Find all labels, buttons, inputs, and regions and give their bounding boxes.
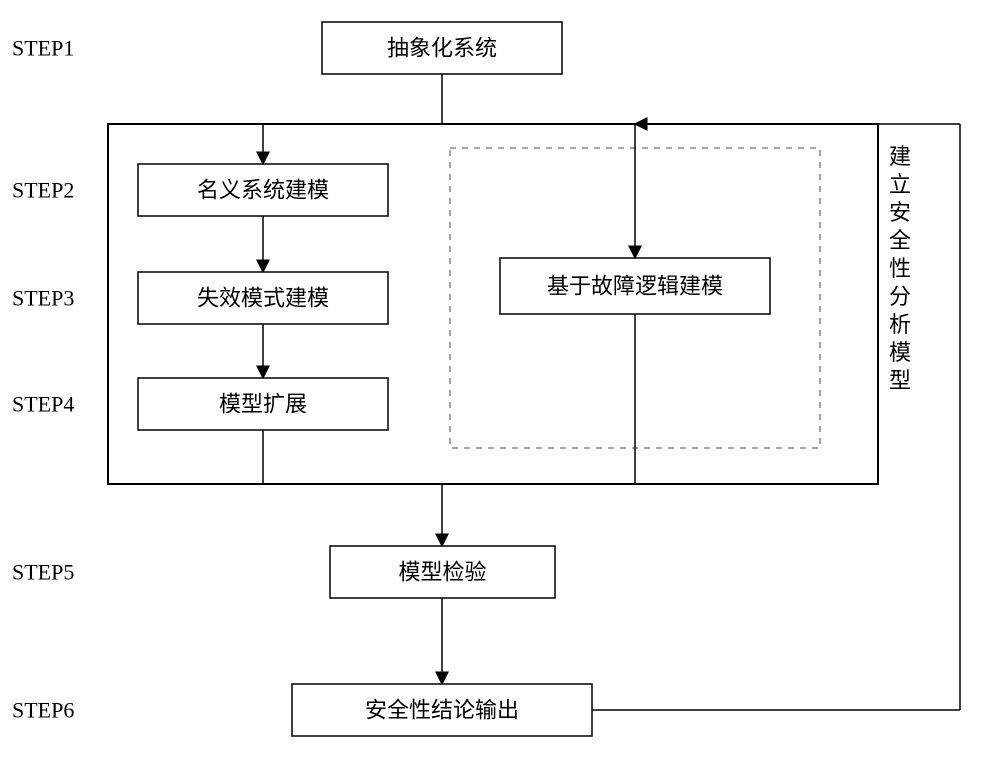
step-label-s6: STEP6 bbox=[12, 698, 74, 723]
vertical-label-char-1: 立 bbox=[889, 172, 911, 197]
node-label-n4: 模型扩展 bbox=[219, 392, 307, 417]
flowchart-diagram: 抽象化系统名义系统建模失效模式建模模型扩展 基于故障逻辑建模模型检验安全性结论输出… bbox=[0, 0, 1000, 762]
vertical-label-char-2: 安 bbox=[889, 200, 911, 225]
vertical-label-char-0: 建 bbox=[889, 144, 911, 169]
vertical-label-char-8: 型 bbox=[889, 368, 911, 393]
step-label-s1: STEP1 bbox=[12, 36, 74, 61]
node-label-n3: 失效模式建模 bbox=[197, 286, 329, 311]
vertical-label-char-7: 模 bbox=[889, 340, 911, 365]
step-label-s3: STEP3 bbox=[12, 286, 74, 311]
node-label-n7: 安全性结论输出 bbox=[365, 698, 519, 723]
vertical-label-char-6: 析 bbox=[889, 312, 911, 337]
step-label-s4: STEP4 bbox=[12, 392, 74, 417]
node-label-n2: 名义系统建模 bbox=[197, 178, 329, 203]
step-label-s2: STEP2 bbox=[12, 178, 74, 203]
node-label-n5: 基于故障逻辑建模 bbox=[547, 274, 723, 299]
vertical-label-char-4: 性 bbox=[889, 256, 911, 281]
node-label-n6: 模型检验 bbox=[398, 560, 486, 585]
step-label-s5: STEP5 bbox=[12, 560, 74, 585]
vertical-label-char-5: 分 bbox=[889, 284, 911, 309]
node-label-n1: 抽象化系统 bbox=[387, 36, 497, 61]
vertical-label-char-3: 全 bbox=[889, 228, 911, 253]
